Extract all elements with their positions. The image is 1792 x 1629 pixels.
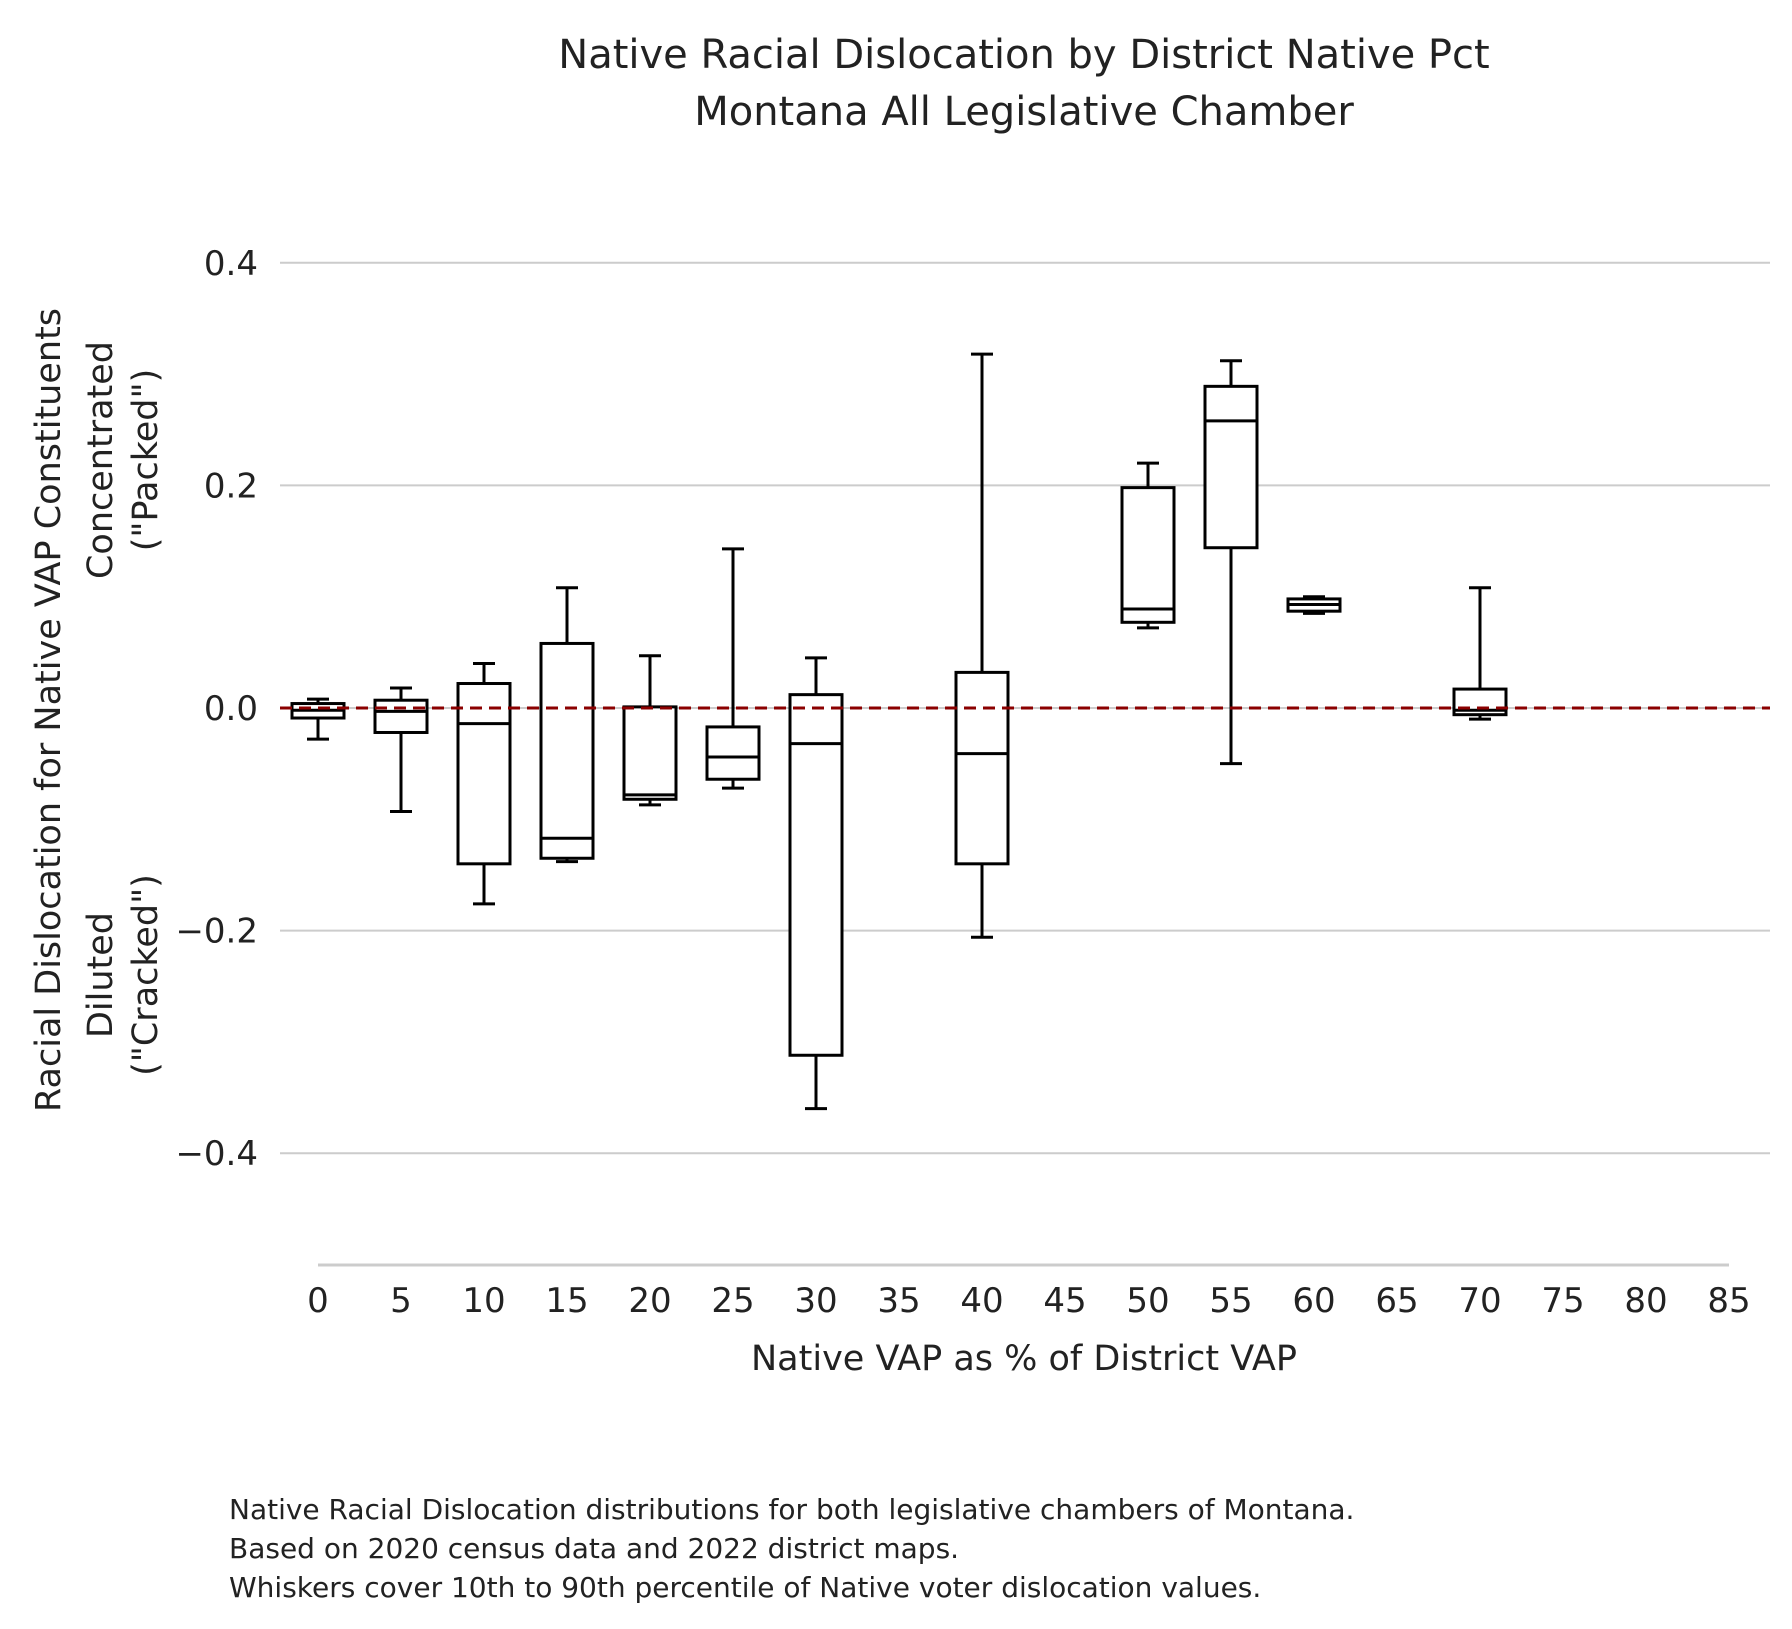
x-tick-label: 60 <box>1292 1281 1335 1321</box>
box-group <box>1452 586 1508 721</box>
y-axis-label-cracked-1: Diluted <box>81 912 121 1038</box>
y-axis-label-packed-2: ("Packed") <box>126 369 166 552</box>
x-tick-label: 50 <box>1126 1281 1169 1321</box>
x-tick-label: 35 <box>877 1281 920 1321</box>
box-group <box>1286 595 1342 615</box>
box-group <box>788 656 844 1111</box>
x-tick-label: 0 <box>307 1281 329 1321</box>
iqr-box <box>705 725 761 781</box>
caption-line-2: Based on 2020 census data and 2022 distr… <box>229 1532 960 1565</box>
box-group <box>954 352 1010 939</box>
x-tick-label: 15 <box>545 1281 588 1321</box>
box-group <box>290 697 346 741</box>
caption-line-3: Whiskers cover 10th to 90th percentile o… <box>229 1571 1262 1604</box>
box-group <box>1120 461 1176 630</box>
y-tick-label: −0.2 <box>175 912 258 952</box>
box-plot-chart: Native Racial Dislocation by District Na… <box>29 32 1770 1379</box>
iqr-box <box>788 693 844 1057</box>
box-group <box>1203 359 1259 766</box>
iqr-box <box>622 705 678 801</box>
x-tick-label: 5 <box>390 1281 412 1321</box>
iqr-box <box>954 670 1010 866</box>
y-tick-label: 0.2 <box>204 466 258 506</box>
y-axis-label: Racial Dislocation for Native VAP Consti… <box>29 308 69 1112</box>
x-tick-label: 40 <box>960 1281 1003 1321</box>
y-tick-label: 0.0 <box>204 689 258 729</box>
iqr-box <box>373 698 429 734</box>
x-tick-label: 65 <box>1375 1281 1418 1321</box>
y-axis-label-cracked-2: ("Cracked") <box>126 874 166 1076</box>
box-group <box>622 654 678 807</box>
x-tick-label: 30 <box>794 1281 837 1321</box>
x-tick-label: 85 <box>1707 1281 1750 1321</box>
iqr-box <box>1120 486 1176 624</box>
x-tick-label: 70 <box>1458 1281 1501 1321</box>
x-tick-label: 45 <box>1043 1281 1086 1321</box>
x-tick-label: 55 <box>1209 1281 1252 1321</box>
caption-line-1: Native Racial Dislocation distributions … <box>229 1493 1355 1526</box>
y-axis-label-packed-1: Concentrated <box>81 341 121 579</box>
y-tick-label: −0.4 <box>175 1134 258 1174</box>
y-axis-label-main: Racial Dislocation for Native VAP Consti… <box>29 308 69 1112</box>
x-tick-label: 75 <box>1541 1281 1584 1321</box>
x-tick-label: 20 <box>628 1281 671 1321</box>
x-tick-label: 80 <box>1624 1281 1667 1321</box>
x-tick-label: 10 <box>462 1281 505 1321</box>
x-tick-label: 25 <box>711 1281 754 1321</box>
box-group <box>373 686 429 814</box>
iqr-box <box>1203 384 1259 550</box>
chart-title-line-1: Native Racial Dislocation by District Na… <box>558 32 1489 78</box>
box-group <box>456 661 512 906</box>
box-group <box>539 586 595 864</box>
x-axis-label: Native VAP as % of District VAP <box>751 1339 1297 1379</box>
y-tick-label: 0.4 <box>204 244 258 284</box>
chart-caption: Native Racial Dislocation distributions … <box>229 1490 1354 1607</box>
iqr-box <box>539 641 595 860</box>
chart-title-line-2: Montana All Legislative Chamber <box>694 89 1354 135</box>
box-group <box>705 547 761 790</box>
iqr-box <box>456 682 512 866</box>
